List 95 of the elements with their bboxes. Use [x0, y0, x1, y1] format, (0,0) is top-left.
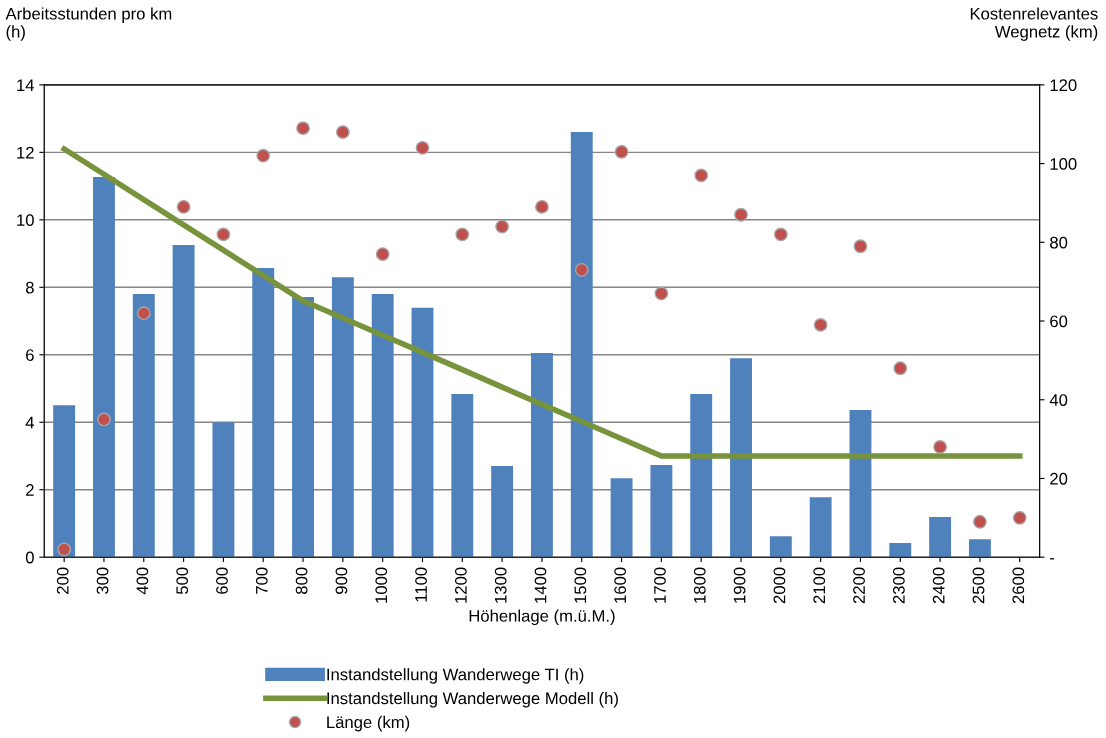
x-tick-label: 2300: [892, 567, 905, 604]
bar: [371, 294, 394, 558]
bar: [809, 497, 832, 558]
x-tick-label: 1000: [375, 567, 388, 603]
point: [495, 219, 510, 234]
x-tick-label: 2400: [932, 567, 945, 604]
bar: [451, 393, 474, 558]
bar: [172, 245, 195, 558]
bar: [132, 294, 155, 558]
y2-tick-label: 80: [1050, 236, 1068, 249]
bar: [610, 478, 633, 558]
x-tick-label: 2200: [853, 567, 865, 604]
y-tick-label: 6: [26, 349, 34, 361]
x-tick-label: 1400: [534, 567, 547, 603]
bar: [650, 465, 673, 558]
point: [933, 440, 948, 454]
bar: [212, 422, 235, 558]
bar: [411, 307, 434, 558]
y2-tick-label: 120: [1050, 79, 1077, 92]
y-axis-title: Arbeitsstunden pro km (h): [5, 7, 172, 41]
point: [654, 286, 669, 301]
bar: [292, 297, 314, 558]
point: [97, 412, 111, 427]
bar: [929, 517, 952, 558]
x-tick-label: 1500: [574, 567, 587, 603]
point: [1012, 510, 1027, 525]
point: [535, 199, 549, 214]
y2-axis-title: Kostenrelevantes Wegnetz (km): [970, 7, 1098, 41]
y-tick-label: 0: [25, 551, 34, 564]
legend-label: Instandstellung Wanderwege Modell (h): [327, 692, 618, 708]
y2-tick-label: 40: [1049, 394, 1068, 406]
bar: [769, 536, 792, 558]
point: [335, 125, 350, 140]
bar: [849, 410, 872, 558]
bar: [331, 277, 354, 558]
point: [773, 227, 788, 242]
bar: [730, 358, 752, 558]
point: [57, 542, 72, 557]
y2-tick-label: 20: [1050, 472, 1068, 485]
point: [176, 199, 191, 214]
x-tick-label: 1600: [614, 567, 627, 603]
x-tick-label: 2100: [813, 567, 826, 604]
x-tick-label: 500: [176, 567, 189, 595]
point: [574, 262, 589, 277]
bar: [491, 466, 514, 558]
bar: [690, 393, 713, 558]
point: [893, 361, 908, 376]
y-tick-label: 14: [17, 79, 35, 91]
x-tick-label: 1300: [494, 567, 507, 603]
point: [694, 168, 709, 183]
point: [853, 239, 868, 254]
x-tick-label: 600: [216, 567, 228, 594]
point: [256, 148, 271, 163]
x-tick-label: 800: [295, 567, 308, 594]
x-tick-label: 1700: [654, 567, 666, 603]
x-tick-label: 1800: [693, 567, 706, 603]
point: [296, 121, 310, 136]
y2-tick-label: -: [1050, 558, 1055, 560]
x-tick-label: 300: [96, 567, 109, 595]
y-tick-label: 12: [17, 146, 34, 159]
y2-tick-label: 60: [1050, 315, 1068, 328]
point: [813, 318, 828, 332]
point: [973, 514, 987, 529]
x-tick-label: 2500: [972, 567, 985, 604]
x-tick-label: 2000: [773, 567, 786, 604]
x-tick-label: 700: [255, 567, 268, 594]
point: [375, 247, 390, 262]
legend-label: Instandstellung Wanderwege TI (h): [327, 668, 584, 684]
x-tick-label: 1100: [415, 567, 427, 602]
x-tick-label: 2600: [1012, 567, 1025, 604]
y-tick-label: 4: [25, 416, 35, 429]
y-tick-label: 8: [25, 281, 34, 294]
y2-tick-label: 100: [1050, 157, 1077, 170]
bar: [570, 132, 593, 558]
x-tick-label: 200: [56, 567, 69, 594]
point: [415, 140, 430, 155]
x-tick-label: 400: [136, 567, 149, 595]
point: [734, 207, 748, 222]
y-tick-label: 2: [26, 484, 34, 496]
x-tick-label: 1200: [454, 567, 467, 603]
bar: [889, 543, 912, 558]
x-tick-label: 900: [335, 567, 348, 594]
y-tick-label: 10: [17, 214, 34, 227]
bar: [53, 405, 76, 558]
x-axis-title: Höhenlage (m.ü.M.): [469, 609, 615, 626]
point: [216, 227, 231, 242]
point: [455, 227, 470, 242]
point: [136, 306, 151, 321]
x-tick-label: 1900: [733, 567, 746, 603]
bar: [968, 539, 991, 558]
legend-label: Länge (km): [327, 715, 410, 732]
bar: [93, 176, 115, 558]
point: [614, 144, 629, 159]
bar: [252, 268, 275, 558]
bar: [530, 353, 553, 558]
